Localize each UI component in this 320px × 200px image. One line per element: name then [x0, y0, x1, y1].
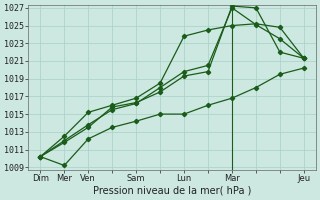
X-axis label: Pression niveau de la mer( hPa ): Pression niveau de la mer( hPa ) — [93, 186, 251, 196]
